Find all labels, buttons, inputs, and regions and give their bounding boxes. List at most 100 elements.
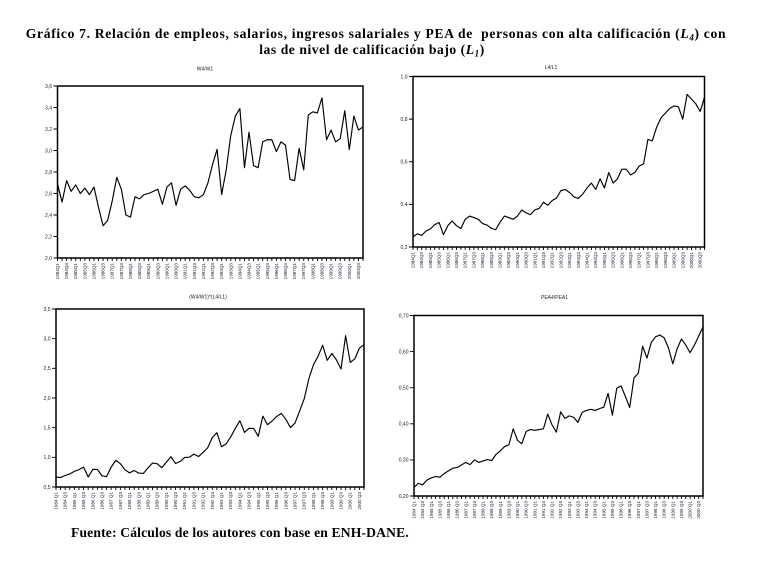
svg-text:1998Q3: 1998Q3 (319, 263, 324, 280)
svg-text:1997 Q3: 1997 Q3 (302, 492, 307, 510)
svg-text:1997Q3: 1997Q3 (645, 252, 650, 269)
svg-text:1988Q1: 1988Q1 (128, 263, 133, 280)
svg-text:1990 Q1: 1990 Q1 (515, 501, 520, 519)
svg-text:1993Q1: 1993Q1 (219, 263, 224, 280)
svg-text:1998Q3: 1998Q3 (663, 252, 668, 269)
svg-text:1984 Q3: 1984 Q3 (420, 501, 425, 519)
svg-text:1987 Q3: 1987 Q3 (118, 492, 123, 510)
svg-text:2,2: 2,2 (45, 234, 52, 240)
svg-text:1994Q1: 1994Q1 (237, 263, 242, 280)
svg-text:0,60: 0,60 (399, 349, 409, 355)
svg-text:2000Q1: 2000Q1 (347, 263, 352, 280)
svg-text:2000 Q3: 2000 Q3 (357, 492, 362, 510)
svg-text:1991 Q1: 1991 Q1 (182, 492, 187, 510)
svg-text:1991Q1: 1991Q1 (532, 252, 537, 269)
svg-text:1997Q3: 1997Q3 (301, 263, 306, 280)
svg-text:2,5: 2,5 (44, 366, 51, 372)
svg-text:3,4: 3,4 (45, 105, 52, 111)
svg-text:1993Q1: 1993Q1 (567, 252, 572, 269)
svg-text:1985Q3: 1985Q3 (82, 263, 87, 280)
svg-text:1987 Q3: 1987 Q3 (472, 501, 477, 519)
svg-text:1,5: 1,5 (44, 425, 51, 431)
svg-text:1996Q3: 1996Q3 (628, 252, 633, 269)
svg-text:1985Q1: 1985Q1 (428, 252, 433, 269)
svg-text:1988 Q1: 1988 Q1 (127, 492, 132, 510)
svg-text:1997Q1: 1997Q1 (292, 263, 297, 280)
svg-text:1990 Q1: 1990 Q1 (164, 492, 169, 510)
svg-text:1999Q1: 1999Q1 (329, 263, 334, 280)
svg-text:3,5: 3,5 (44, 307, 51, 313)
svg-text:1990Q3: 1990Q3 (524, 252, 529, 269)
svg-text:2000 Q3: 2000 Q3 (696, 501, 701, 519)
svg-text:1999 Q3: 1999 Q3 (679, 501, 684, 519)
svg-text:1985 Q1: 1985 Q1 (429, 501, 434, 519)
svg-text:1992Q3: 1992Q3 (558, 252, 563, 269)
svg-text:0,20: 0,20 (399, 494, 409, 500)
svg-text:1993Q3: 1993Q3 (576, 252, 581, 269)
svg-text:1993 Q3: 1993 Q3 (228, 492, 233, 510)
svg-text:1992Q1: 1992Q1 (550, 252, 555, 269)
svg-text:1986 Q3: 1986 Q3 (455, 501, 460, 519)
svg-text:1994 Q1: 1994 Q1 (584, 501, 589, 519)
svg-text:3,6: 3,6 (45, 84, 52, 90)
svg-text:1994Q3: 1994Q3 (593, 252, 598, 269)
svg-text:3,0: 3,0 (44, 336, 51, 342)
svg-text:1984Q3: 1984Q3 (419, 252, 424, 269)
svg-text:2000 Q1: 2000 Q1 (348, 492, 353, 510)
svg-text:3,2: 3,2 (45, 127, 52, 133)
svg-text:1986 Q1: 1986 Q1 (90, 492, 95, 510)
svg-text:1992 Q1: 1992 Q1 (201, 492, 206, 510)
svg-text:1998 Q1: 1998 Q1 (311, 492, 316, 510)
svg-text:1992Q3: 1992Q3 (210, 263, 215, 280)
svg-text:1999Q1: 1999Q1 (672, 252, 677, 269)
svg-text:1995Q3: 1995Q3 (265, 263, 270, 280)
svg-text:1998 Q3: 1998 Q3 (662, 501, 667, 519)
svg-text:1999Q3: 1999Q3 (338, 263, 343, 280)
svg-text:1985Q1: 1985Q1 (73, 263, 78, 280)
svg-text:1987Q1: 1987Q1 (110, 263, 115, 280)
svg-text:1986Q3: 1986Q3 (454, 252, 459, 269)
svg-text:1988Q3: 1988Q3 (137, 263, 142, 280)
svg-text:1995 Q1: 1995 Q1 (256, 492, 261, 510)
svg-text:1996 Q1: 1996 Q1 (274, 492, 279, 510)
svg-text:1997 Q1: 1997 Q1 (293, 492, 298, 510)
svg-text:0,8: 0,8 (401, 117, 408, 123)
svg-text:1991Q1: 1991Q1 (183, 263, 188, 280)
svg-text:1989 Q3: 1989 Q3 (155, 492, 160, 510)
svg-text:1984Q1: 1984Q1 (55, 263, 60, 280)
svg-text:1988Q1: 1988Q1 (480, 252, 485, 269)
svg-text:1992 Q1: 1992 Q1 (550, 501, 555, 519)
svg-text:1984 Q1: 1984 Q1 (412, 501, 417, 519)
svg-text:1994Q1: 1994Q1 (585, 252, 590, 269)
svg-text:1991 Q1: 1991 Q1 (532, 501, 537, 519)
svg-text:1986Q1: 1986Q1 (91, 263, 96, 280)
svg-text:1997Q1: 1997Q1 (637, 252, 642, 269)
svg-text:0,70: 0,70 (399, 313, 409, 319)
svg-text:1998 Q3: 1998 Q3 (320, 492, 325, 510)
svg-text:0,5: 0,5 (44, 485, 51, 491)
svg-text:0,50: 0,50 (399, 386, 409, 392)
svg-text:1987Q3: 1987Q3 (119, 263, 124, 280)
svg-text:1996 Q3: 1996 Q3 (627, 501, 632, 519)
svg-text:1986Q1: 1986Q1 (445, 252, 450, 269)
svg-text:1,0: 1,0 (401, 74, 408, 80)
svg-text:1984Q3: 1984Q3 (64, 263, 69, 280)
svg-text:0,30: 0,30 (399, 458, 409, 464)
svg-text:1989 Q3: 1989 Q3 (506, 501, 511, 519)
svg-text:1990Q1: 1990Q1 (515, 252, 520, 269)
svg-text:1997 Q3: 1997 Q3 (644, 501, 649, 519)
svg-text:1992 Q3: 1992 Q3 (558, 501, 563, 519)
svg-text:0,6: 0,6 (401, 160, 408, 166)
svg-text:1993Q3: 1993Q3 (228, 263, 233, 280)
svg-text:(W4/W1)*(L4/L1): (W4/W1)*(L4/L1) (189, 295, 227, 301)
svg-text:1989Q3: 1989Q3 (155, 263, 160, 280)
svg-text:1984 Q3: 1984 Q3 (63, 492, 68, 510)
svg-text:1996 Q1: 1996 Q1 (619, 501, 624, 519)
svg-text:1987 Q1: 1987 Q1 (463, 501, 468, 519)
svg-text:1987 Q1: 1987 Q1 (109, 492, 114, 510)
svg-text:1984Q1: 1984Q1 (411, 252, 416, 269)
svg-text:1994Q3: 1994Q3 (247, 263, 252, 280)
svg-text:1988 Q3: 1988 Q3 (136, 492, 141, 510)
svg-text:2,4: 2,4 (45, 213, 52, 219)
svg-text:1985 Q3: 1985 Q3 (81, 492, 86, 510)
